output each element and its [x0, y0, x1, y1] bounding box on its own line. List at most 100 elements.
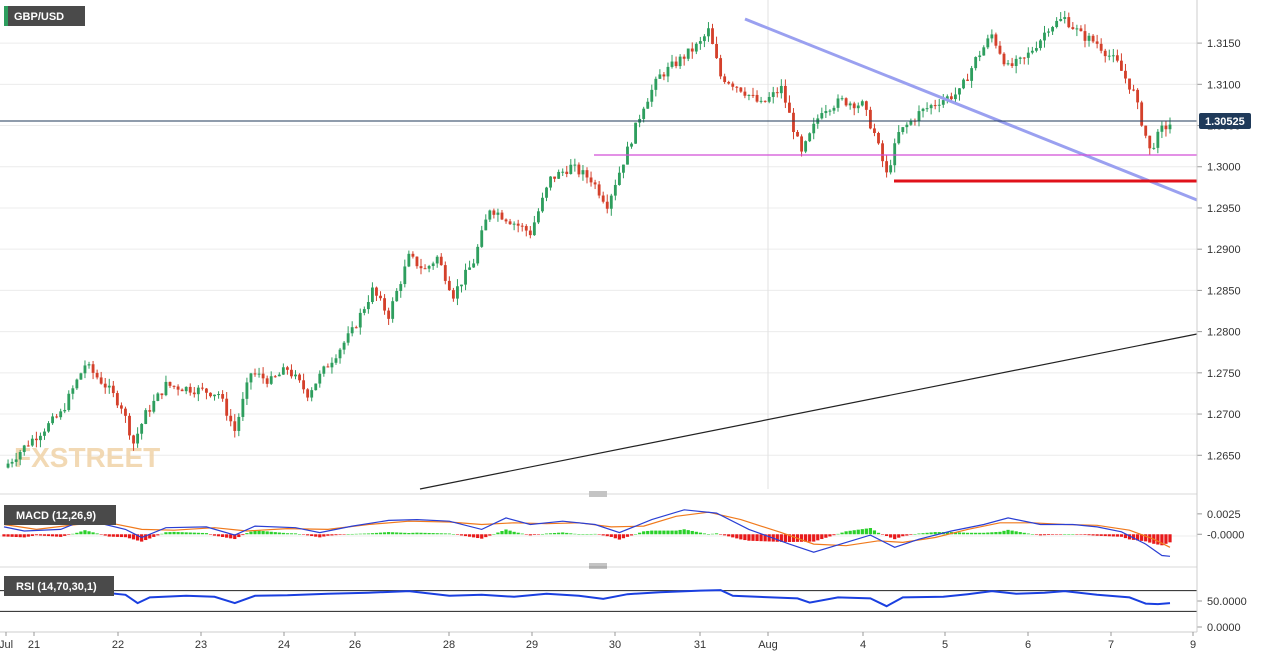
macd-histogram-bar — [933, 532, 937, 535]
macd-histogram-bar — [674, 530, 678, 535]
candle-body — [152, 400, 156, 412]
macd-histogram-bar — [1115, 534, 1119, 537]
macd-histogram-bar — [500, 531, 504, 535]
candle-body — [330, 362, 334, 368]
panel-splitter-2[interactable] — [0, 563, 1197, 569]
macd-histogram-bar — [1063, 534, 1067, 535]
macd-histogram-bar — [516, 532, 520, 535]
candle-body — [1168, 124, 1172, 130]
macd-histogram-bar — [285, 533, 290, 535]
macd-histogram-bar — [79, 531, 83, 535]
candle-body — [945, 96, 949, 101]
candle-body — [719, 58, 723, 77]
candle-body — [808, 133, 812, 142]
macd-histogram-bar — [978, 532, 982, 535]
candle-body — [1083, 31, 1087, 41]
current-price-tag: 1.30525 — [1199, 113, 1251, 129]
macd-histogram-bar — [625, 534, 630, 537]
candle-body — [1022, 57, 1026, 59]
macd-histogram-bar — [1059, 534, 1063, 535]
candle-body — [528, 230, 532, 236]
price-tick-label: 1.2850 — [1207, 285, 1241, 297]
candle-body — [532, 222, 536, 236]
macd-histogram-bar — [1156, 534, 1160, 545]
candle-body — [1087, 35, 1091, 41]
macd-histogram-bar — [759, 534, 763, 542]
candle-body — [1051, 27, 1055, 32]
candle-body — [140, 423, 144, 434]
candle-body — [107, 385, 111, 388]
macd-histogram-bar — [670, 530, 674, 535]
macd-histogram-bar — [2, 534, 6, 537]
macd-histogram-bar — [718, 534, 723, 535]
candle-body — [800, 136, 803, 152]
candle-body — [873, 128, 876, 133]
candle-body — [427, 266, 431, 269]
candle-body — [759, 100, 763, 102]
macd-histogram-bar — [188, 532, 192, 535]
time-tick-label: 23 — [195, 639, 207, 651]
macd-histogram-bar — [1083, 534, 1087, 535]
macd-histogram-bar — [496, 532, 500, 535]
macd-histogram-bar — [322, 534, 326, 537]
candle-body — [1140, 102, 1144, 126]
macd-histogram-bar — [26, 534, 30, 537]
macd-histogram-bar — [690, 530, 694, 535]
macd-histogram-bar — [953, 532, 958, 535]
candle-body — [909, 120, 913, 125]
macd-histogram-bar — [1164, 534, 1168, 544]
candle-body — [804, 141, 808, 152]
macd-histogram-bar — [633, 534, 638, 535]
candle-body — [290, 369, 293, 377]
candle-body — [1014, 58, 1018, 67]
macd-histogram-bar — [330, 534, 334, 536]
macd-histogram-bar — [828, 534, 832, 537]
panel-splitter-1[interactable] — [0, 491, 1197, 497]
time-tick-label: 6 — [1025, 639, 1031, 651]
candle-body — [751, 94, 755, 96]
candle-body — [277, 374, 281, 377]
candle-body — [298, 374, 301, 381]
macd-histogram-bar — [301, 534, 306, 535]
symbol-label[interactable]: GBP/USD — [4, 6, 85, 26]
macd-histogram-bar — [14, 534, 18, 538]
macd-histogram-bar — [423, 532, 427, 535]
macd-histogram — [2, 528, 1172, 546]
macd-histogram-bar — [87, 531, 91, 535]
candle-body — [22, 445, 26, 453]
candle-body — [480, 230, 484, 247]
macd-histogram-bar — [512, 531, 516, 535]
macd-label[interactable]: MACD (12,26,9) — [4, 505, 116, 525]
macd-histogram-bar — [1055, 534, 1059, 535]
candle-body — [43, 431, 46, 436]
macd-histogram-bar — [880, 534, 885, 535]
rsi-label[interactable]: RSI (14,70,30,1) — [4, 576, 114, 596]
macd-histogram-bar — [395, 532, 399, 535]
candle-body — [269, 376, 273, 384]
macd-histogram-bar — [557, 532, 561, 535]
candle-body — [358, 312, 362, 328]
candle-body — [306, 389, 310, 398]
macd-histogram-bar — [929, 532, 933, 535]
price-panel-background — [0, 0, 1197, 489]
candle-body — [431, 263, 435, 267]
candle-body — [1055, 20, 1059, 28]
candle-body — [366, 302, 370, 310]
macd-label-text: MACD (12,26,9) — [16, 510, 96, 522]
macd-histogram-bar — [148, 534, 152, 539]
candle-body — [707, 28, 710, 37]
candle-body — [354, 327, 358, 329]
macd-histogram-bar — [314, 534, 318, 537]
macd-histogram-bar — [1046, 534, 1051, 535]
macd-histogram-bar — [326, 534, 330, 536]
macd-histogram-bar — [783, 534, 788, 542]
candle-body — [836, 98, 840, 108]
macd-histogram-bar — [921, 533, 925, 535]
macd-histogram-bar — [836, 533, 840, 535]
candle-body — [456, 286, 459, 299]
macd-histogram-bar — [723, 534, 727, 536]
candle-body — [524, 226, 528, 231]
candle-body — [1039, 40, 1042, 49]
candle-body — [917, 111, 921, 121]
macd-histogram-bar — [1140, 534, 1144, 541]
